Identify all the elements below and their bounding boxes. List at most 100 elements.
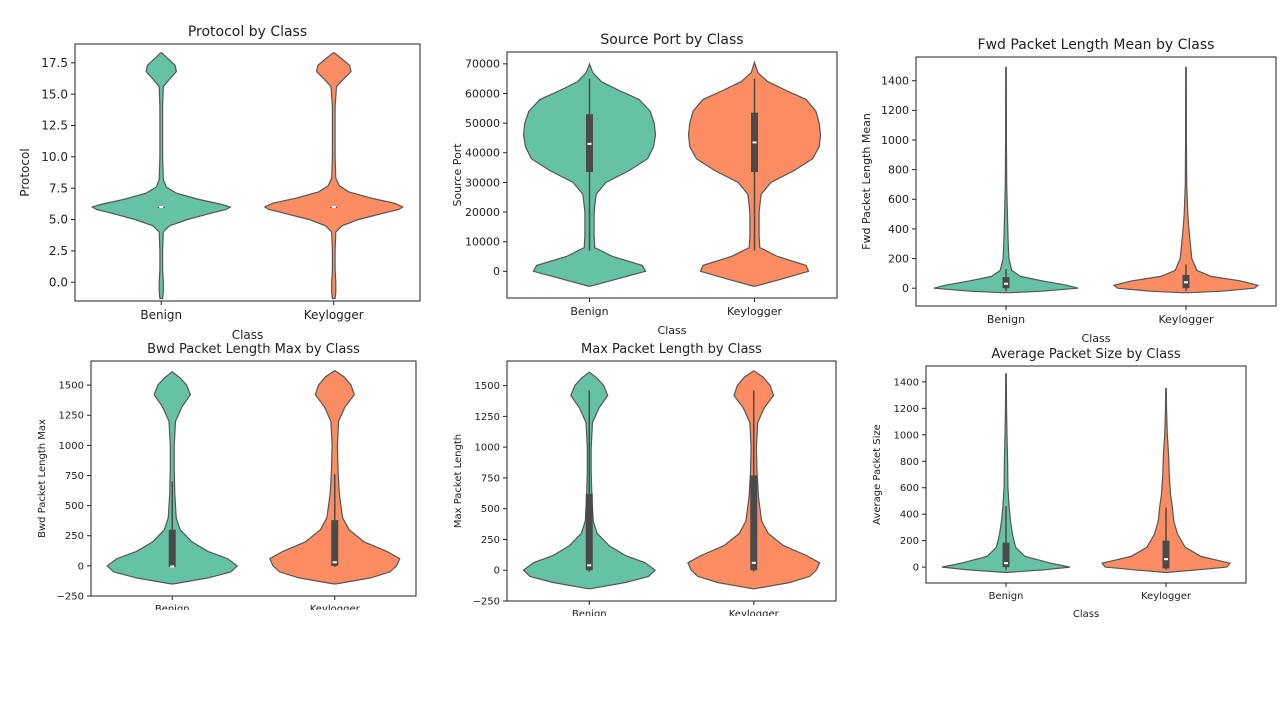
violin-panel-fwd-packet-length-mean: Fwd Packet Length Mean by Class 0 200 400 60… xyxy=(855,0,1280,345)
y-tick-label: 0 xyxy=(902,282,909,295)
y-tick-label: 200 xyxy=(888,252,909,265)
chart-protocol: Protocol by Class 0.0 2.5 5.0 7.5 10.0 12.5 15.… xyxy=(18,24,421,342)
y-tick-label: 10.0 xyxy=(41,150,68,164)
x-axis-label: Class xyxy=(1073,609,1099,620)
chart-max-packet-length: Max Packet Length by Class −250 0 250 500 750… xyxy=(453,342,837,638)
violin-body-benign xyxy=(941,373,1071,573)
violin-median-marker xyxy=(1004,562,1008,565)
violin-iqr-box xyxy=(1002,277,1010,289)
y-axis-label: Protocol xyxy=(18,148,32,196)
y-axis-label: Source Port xyxy=(451,143,464,207)
x-tick-label: Keylogger xyxy=(1159,313,1214,326)
y-axis-label: Bwd Packet Length Max xyxy=(37,419,48,538)
y-tick-label: 0 xyxy=(494,566,500,577)
y-tick-label: 400 xyxy=(900,510,919,521)
y-tick-label: 1200 xyxy=(881,104,909,117)
x-axis-label: Class xyxy=(658,324,687,337)
y-tick-label: 500 xyxy=(65,501,84,512)
y-tick-label: 7.5 xyxy=(49,181,68,195)
y-tick-label: 0 xyxy=(78,561,84,572)
x-tick-label: Keylogger xyxy=(310,604,361,610)
violin-body-keylogger xyxy=(1100,387,1232,573)
y-tick-label: 1400 xyxy=(881,75,909,88)
y-tick-label: 0.0 xyxy=(49,275,68,289)
y-tick-label: 1250 xyxy=(59,411,84,422)
violin-panel-bwd-packet-length-max: Bwd Packet Length Max by Class −250 0 250 50… xyxy=(0,338,430,633)
violin-median-marker xyxy=(1184,281,1188,284)
y-tick-label: 1000 xyxy=(881,134,909,147)
y-tick-label: 250 xyxy=(481,535,500,546)
violin-body-benign xyxy=(933,66,1079,294)
violin-iqr-box xyxy=(331,520,339,566)
chart-title: Fwd Packet Length Mean by Class xyxy=(978,37,1215,53)
chart-title: Protocol by Class xyxy=(188,24,307,40)
y-tick-label: 600 xyxy=(888,193,909,206)
violin-panel-max-packet-length: Max Packet Length by Class −250 0 250 500 750… xyxy=(430,338,860,638)
y-tick-label: 20000 xyxy=(465,206,500,219)
y-tick-label: 400 xyxy=(888,223,909,236)
chart-average-packet-size: Average Packet Size by Class 0 200 400 600 80… xyxy=(872,347,1247,620)
y-tick-label: −250 xyxy=(57,592,84,603)
y-axis-label: Fwd Packet Length Mean xyxy=(860,113,873,250)
y-tick-label: 1500 xyxy=(475,381,500,392)
violin-median-marker xyxy=(170,565,175,568)
violin-iqr-box xyxy=(1002,542,1010,568)
y-axis-label: Average Packet Size xyxy=(872,424,883,525)
y-tick-label: 750 xyxy=(65,471,84,482)
chart-fwd-packet-length-mean: Fwd Packet Length Mean by Class 0 200 400 60… xyxy=(860,37,1277,345)
y-tick-label: 800 xyxy=(888,163,909,176)
plot-frame xyxy=(925,365,1247,584)
x-tick-label: Benign xyxy=(987,313,1025,326)
violin-iqr-box xyxy=(750,475,758,571)
y-tick-label: 800 xyxy=(900,457,919,468)
y-tick-label: 1000 xyxy=(894,430,919,441)
plot-frame xyxy=(915,56,1277,307)
y-tick-label: 5.0 xyxy=(49,213,68,227)
y-tick-label: 12.5 xyxy=(41,119,68,133)
violin-panel-source-port: Source Port by Class 0 10000 20000 30000 4000… xyxy=(430,0,860,340)
violin-panel-protocol: Protocol by Class 0.0 2.5 5.0 7.5 10.0 12.5 15.… xyxy=(0,0,430,342)
chart-bwd-packet-length-max: Bwd Packet Length Max by Class −250 0 250 50… xyxy=(37,342,417,633)
y-tick-label: −250 xyxy=(473,597,500,608)
y-tick-label: 1250 xyxy=(475,412,500,423)
y-axis-label: Max Packet Length xyxy=(453,434,464,528)
x-tick-label: Keylogger xyxy=(729,609,780,616)
chart-title: Max Packet Length by Class xyxy=(581,342,762,357)
y-tick-label: 1200 xyxy=(894,404,919,415)
x-tick-label: Keylogger xyxy=(1141,591,1192,602)
y-tick-label: 0 xyxy=(493,265,500,278)
chart-title: Source Port by Class xyxy=(600,32,743,48)
violin-median-marker xyxy=(587,564,592,567)
y-tick-label: 500 xyxy=(481,504,500,515)
y-tick-label: 15.0 xyxy=(41,87,68,101)
plot-frame xyxy=(506,51,838,299)
x-tick-label: Benign xyxy=(570,305,608,318)
y-tick-label: 250 xyxy=(65,531,84,542)
violin-body-keylogger xyxy=(1112,66,1260,294)
plot-frame xyxy=(506,360,837,602)
y-tick-label: 40000 xyxy=(465,147,500,160)
y-tick-label: 50000 xyxy=(465,117,500,130)
x-tick-label: Benign xyxy=(155,604,190,610)
violin-median-marker xyxy=(1164,558,1168,561)
violin-body-benign xyxy=(90,52,232,300)
violin-iqr-box xyxy=(585,493,593,571)
y-tick-label: 70000 xyxy=(465,58,500,71)
y-tick-label: 2.5 xyxy=(49,244,68,258)
y-tick-label: 1400 xyxy=(894,377,919,388)
violin-iqr-box xyxy=(1162,540,1170,569)
y-tick-label: 200 xyxy=(900,536,919,547)
chart-source-port: Source Port by Class 0 10000 20000 30000 4000… xyxy=(451,32,838,337)
y-tick-label: 1000 xyxy=(475,443,500,454)
y-tick-label: 17.5 xyxy=(41,56,68,70)
x-tick-label: Benign xyxy=(989,591,1024,602)
violin-body-benign xyxy=(106,371,239,585)
violin-iqr-box xyxy=(168,529,176,568)
violin-median-marker xyxy=(331,205,336,208)
violin-median-marker xyxy=(752,141,757,144)
violin-panel-average-packet-size: Average Packet Size by Class 0 200 400 600 80… xyxy=(855,343,1280,623)
x-tick-label: Keylogger xyxy=(304,308,364,322)
y-tick-label: 600 xyxy=(900,483,919,494)
violin-median-marker xyxy=(332,561,337,564)
violin-body-keylogger xyxy=(263,52,405,300)
